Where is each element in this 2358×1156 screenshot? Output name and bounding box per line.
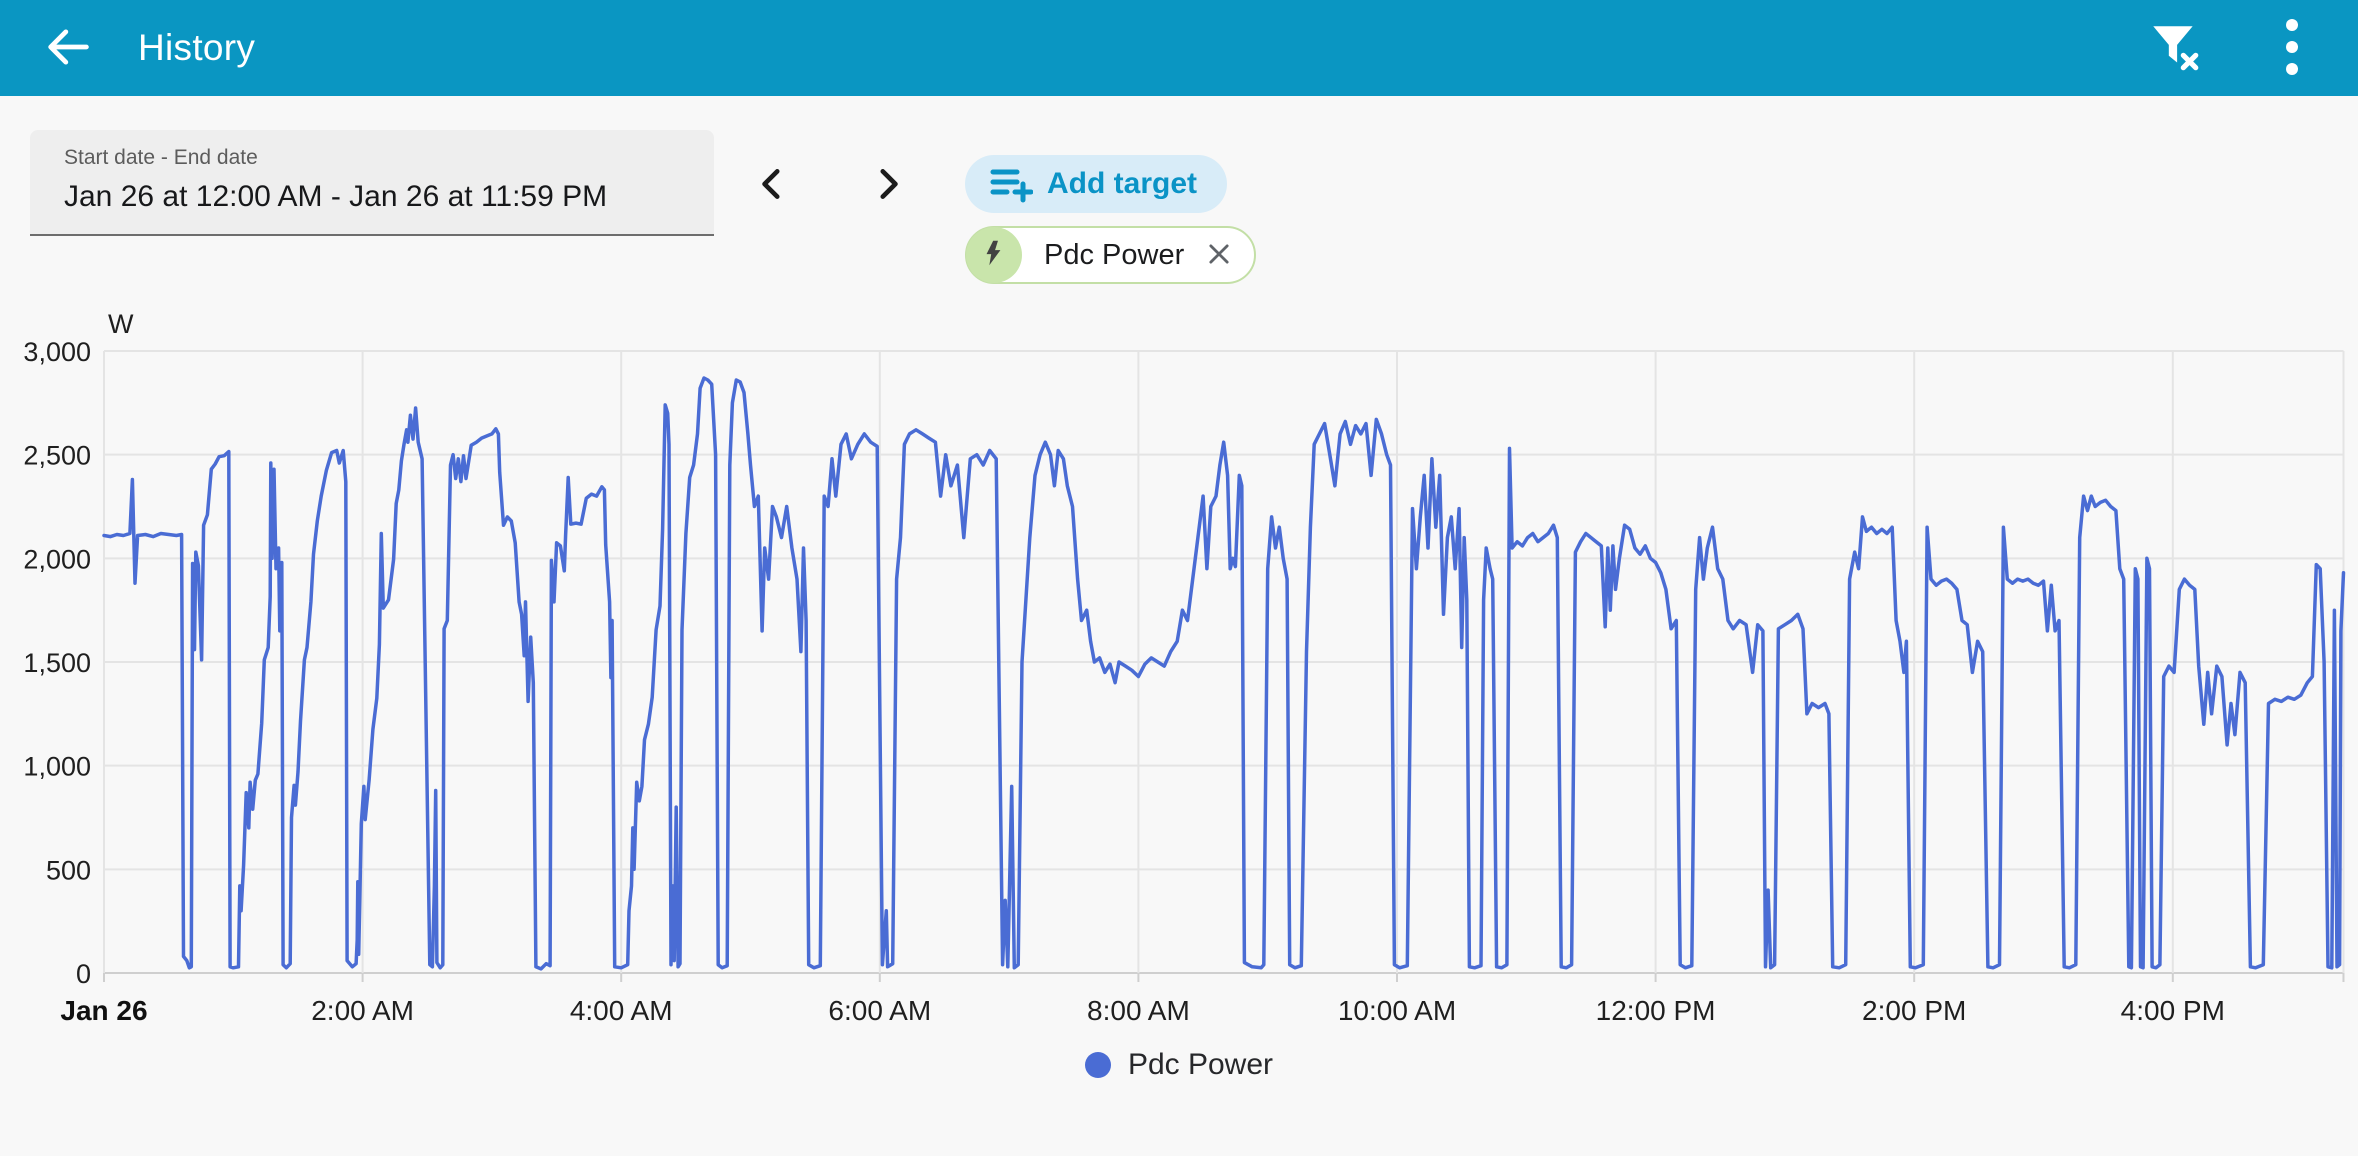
- previous-period-button[interactable]: [744, 156, 802, 214]
- playlist-plus-icon: [987, 160, 1034, 209]
- target-chip-pdc-power[interactable]: Pdc Power: [965, 226, 1257, 284]
- date-range-label: Start date - End date: [64, 146, 258, 169]
- x-axis-tick-label: 8:00 AM: [1087, 995, 1190, 1026]
- next-period-button[interactable]: [858, 156, 916, 214]
- series-line-pdc-power: [102, 376, 2346, 971]
- back-arrow-icon: [42, 21, 94, 76]
- y-axis-tick-label: 500: [46, 855, 91, 885]
- filter-remove-button[interactable]: [2142, 16, 2206, 80]
- x-axis-tick-label: 12:00 PM: [1596, 995, 1716, 1026]
- x-axis-tick-label: 4:00 AM: [570, 995, 673, 1026]
- date-range-value: Jan 26 at 12:00 AM - Jan 26 at 11:59 PM: [64, 180, 608, 213]
- y-axis-unit-label: W: [108, 309, 134, 339]
- x-axis-tick-label: Jan 26: [60, 995, 147, 1026]
- x-axis-tick-label: 2:00 PM: [1862, 995, 1966, 1026]
- back-button[interactable]: [40, 20, 96, 76]
- filter-remove-icon: [2145, 18, 2203, 79]
- date-range-field[interactable]: Start date - End date Jan 26 at 12:00 AM…: [30, 130, 714, 236]
- close-icon: [1205, 240, 1233, 271]
- y-axis-tick-label: 0: [76, 959, 91, 989]
- y-axis-tick-label: 2,000: [23, 544, 91, 574]
- add-target-label: Add target: [1047, 167, 1197, 200]
- y-axis-tick-label: 3,000: [23, 337, 91, 367]
- x-axis-tick-label: 10:00 AM: [1338, 995, 1456, 1026]
- chip-label: Pdc Power: [1044, 238, 1185, 271]
- lightning-bolt-icon: [980, 239, 1008, 272]
- overflow-menu-button[interactable]: [2272, 16, 2312, 80]
- y-axis-tick-label: 1,000: [23, 752, 91, 782]
- chevron-right-icon: [868, 165, 906, 206]
- app-bar: History: [0, 0, 2358, 96]
- history-chart: 0 500 1,000 1,500 2,000 2,500 3,000 Jan 26 2:00 …: [23, 309, 2346, 1026]
- kebab-menu-icon: [2285, 16, 2299, 81]
- y-axis-tick-label: 2,500: [23, 441, 91, 471]
- add-target-button[interactable]: Add target: [965, 155, 1227, 213]
- x-axis-tick-label: 2:00 AM: [311, 995, 414, 1026]
- chevron-left-icon: [754, 165, 792, 206]
- chip-close-button[interactable]: [1204, 240, 1234, 270]
- legend-item-pdc-power[interactable]: Pdc Power: [1084, 1048, 1274, 1082]
- x-axis-tick-label: 6:00 AM: [828, 995, 931, 1026]
- y-axis-tick-label: 1,500: [23, 648, 91, 678]
- chart-plot-area[interactable]: [104, 351, 2343, 973]
- x-axis-tick-label: 4:00 PM: [2121, 995, 2225, 1026]
- legend-label: Pdc Power: [1127, 1048, 1274, 1081]
- chip-avatar: [966, 227, 1022, 283]
- legend-color-dot: [1084, 1052, 1111, 1078]
- page-title: History: [138, 27, 256, 68]
- chart-legend: Pdc Power: [0, 1040, 2358, 1090]
